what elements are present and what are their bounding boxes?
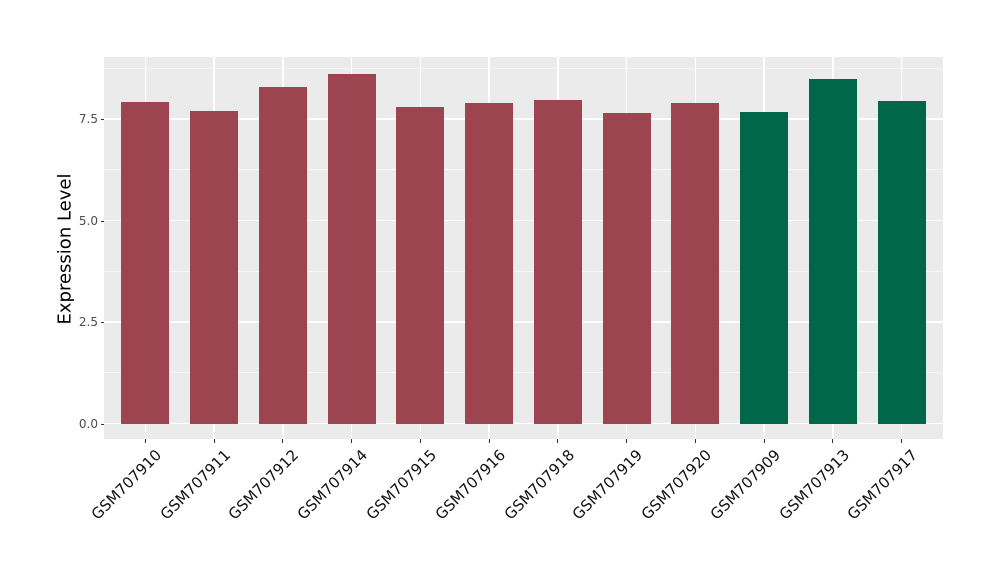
bar-gsm707913 — [808, 78, 858, 424]
bar-gsm707916 — [465, 102, 514, 424]
x-tick-mark — [763, 439, 765, 443]
bar-gsm707919 — [602, 112, 651, 424]
x-tick-label: GSM707918 — [500, 446, 578, 524]
x-tick-mark — [213, 439, 215, 443]
bar-gsm707912 — [258, 86, 307, 424]
y-axis-title: Expression Level — [54, 173, 76, 325]
gridline-major-horizontal — [104, 118, 943, 120]
gridline-major-horizontal — [104, 321, 943, 323]
x-tick-label: GSM707909 — [706, 446, 784, 524]
gridline-major-horizontal — [104, 219, 943, 222]
y-tick-label: 2.5 — [78, 315, 98, 330]
x-tick-mark — [351, 439, 353, 443]
x-tick-mark — [557, 439, 559, 443]
bar-gsm707914 — [327, 74, 376, 424]
x-tick-label: GSM707912 — [225, 446, 303, 524]
bar-gsm707918 — [533, 100, 582, 424]
bar-gsm707910 — [121, 102, 170, 424]
x-tick-mark — [419, 439, 421, 443]
x-tick-mark — [901, 439, 903, 443]
gridline-minor-horizontal — [104, 67, 943, 69]
y-tick-mark — [100, 322, 104, 324]
y-tick-mark — [100, 220, 104, 222]
x-tick-mark — [488, 439, 490, 443]
plot-panel — [104, 57, 943, 439]
x-tick-mark — [626, 439, 628, 443]
x-tick-mark — [144, 439, 146, 443]
y-tick-label: 0.0 — [78, 416, 98, 431]
x-tick-label: GSM707915 — [362, 446, 441, 524]
x-tick-mark — [694, 439, 696, 443]
x-tick-label: GSM707917 — [844, 446, 922, 524]
gridline-minor-horizontal — [104, 372, 943, 374]
gridline-minor-horizontal — [104, 169, 943, 171]
x-tick-label: GSM707910 — [87, 446, 165, 524]
x-tick-label: GSM707920 — [637, 446, 716, 524]
x-tick-label: GSM707919 — [569, 446, 647, 524]
x-tick-mark — [282, 439, 284, 443]
x-tick-label: GSM707911 — [156, 446, 234, 524]
x-tick-label: GSM707914 — [293, 446, 372, 524]
x-tick-mark — [832, 439, 834, 443]
gridline-minor-horizontal — [104, 270, 943, 272]
bar-gsm707915 — [396, 106, 445, 424]
x-tick-label: GSM707913 — [775, 446, 853, 524]
bar-gsm707909 — [740, 112, 789, 424]
y-tick-label: 7.5 — [78, 112, 98, 127]
y-tick-mark — [100, 119, 104, 121]
x-tick-label: GSM707916 — [431, 446, 509, 524]
bar-gsm707917 — [877, 100, 926, 424]
y-tick-label: 5.0 — [78, 213, 98, 228]
y-tick-mark — [100, 423, 104, 425]
bar-gsm707911 — [189, 110, 239, 424]
bar-gsm707920 — [671, 102, 720, 424]
gridline-major-horizontal — [104, 422, 943, 425]
